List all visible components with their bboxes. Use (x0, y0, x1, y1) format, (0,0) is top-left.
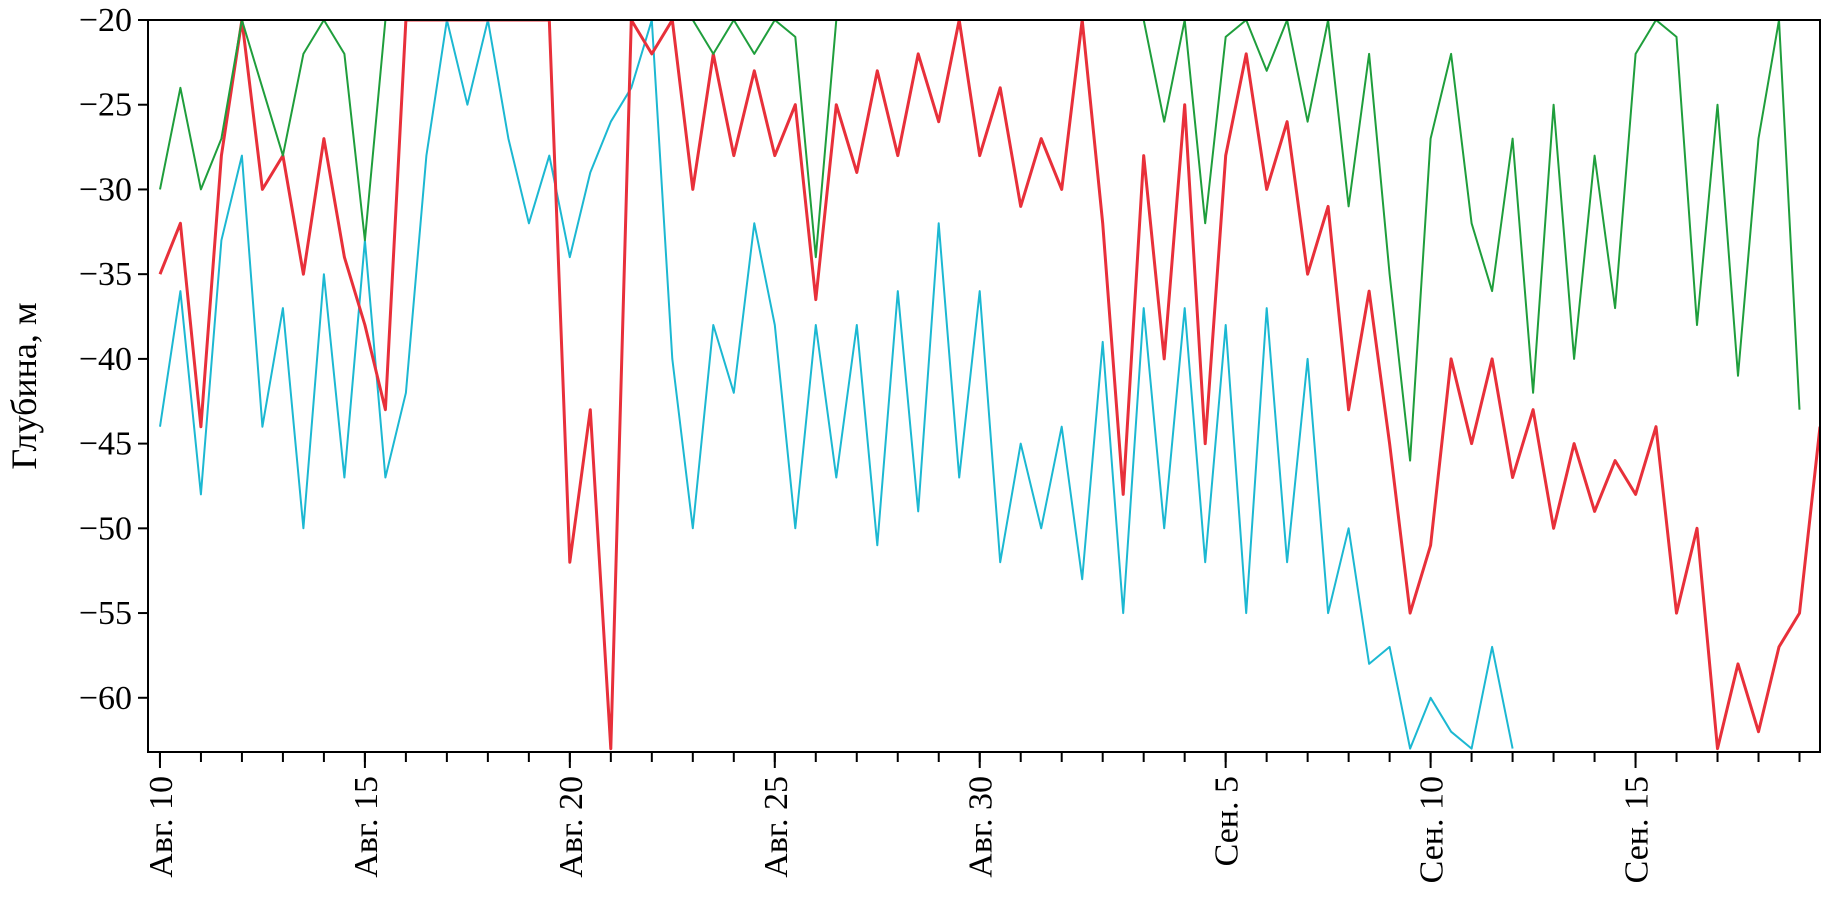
y-tick-label: −55 (79, 595, 132, 632)
y-axis: −20 −25 −30 −35 −40 −45 −50 −55 −60 (79, 2, 148, 717)
y-tick-label: −25 (79, 87, 132, 124)
x-axis: Авг. 10 Авг. 15 Авг. 20 Авг. 25 Авг. 30 Сен. … (143, 752, 1801, 883)
series-layer (158, 20, 1820, 751)
y-tick-label: −40 (79, 341, 132, 378)
plot-frame (147, 19, 1821, 753)
x-tick-label: Сен. 15 (1619, 776, 1656, 883)
x-tick-label: Сен. 5 (1209, 776, 1246, 866)
x-tick-label: Сен. 10 (1414, 776, 1451, 883)
y-tick-label: −35 (79, 256, 132, 293)
y-tick-label: −30 (79, 171, 132, 208)
y-axis-label: Глубина, м (4, 302, 44, 469)
y-tick-label: −60 (79, 680, 132, 717)
series-line-2 (158, 20, 1820, 751)
x-tick-label: Авг. 20 (553, 776, 590, 878)
x-tick-label: Авг. 15 (348, 776, 385, 878)
y-tick-label: −50 (79, 510, 132, 547)
y-tick-label: −45 (79, 426, 132, 463)
x-tick-label: Авг. 10 (143, 776, 180, 878)
x-tick-label: Авг. 30 (963, 776, 1000, 878)
series-line-1 (159, 20, 1514, 750)
series-line-3 (159, 20, 1801, 462)
y-tick-label: −20 (79, 2, 132, 39)
x-tick-label: Авг. 25 (758, 776, 795, 878)
